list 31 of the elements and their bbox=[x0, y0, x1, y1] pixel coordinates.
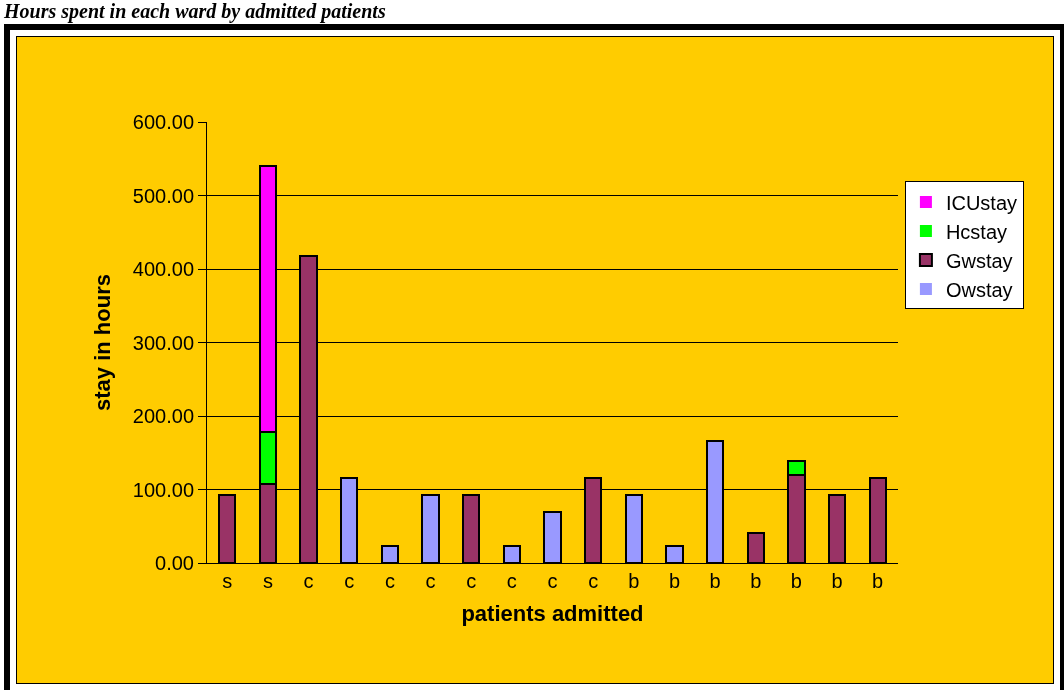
legend-label: Hcstay bbox=[945, 220, 1008, 243]
legend-label: Owstay bbox=[945, 278, 1013, 301]
x-tick-label: b bbox=[790, 570, 802, 592]
y-tick-label: 600.00 bbox=[132, 111, 194, 133]
y-tick-label: 400.00 bbox=[132, 258, 194, 280]
y-tick-label: 100.00 bbox=[132, 478, 194, 501]
x-tick-label: c bbox=[384, 570, 395, 592]
x-axis-title: patients admitted bbox=[461, 600, 644, 626]
x-tick-label: s bbox=[222, 570, 233, 592]
y-axis-title: stay in hours bbox=[89, 274, 115, 411]
x-tick-label: c bbox=[506, 570, 517, 592]
x-tick-label: c bbox=[588, 570, 599, 592]
y-tick-label: 200.00 bbox=[132, 405, 194, 427]
x-tick-label: b bbox=[872, 570, 884, 592]
x-tick-label: c bbox=[547, 570, 558, 592]
chart-title: Hours spent in each ward by admitted patients bbox=[3, 0, 387, 22]
y-tick-label: 0.00 bbox=[155, 552, 194, 574]
legend-label: ICUstay bbox=[945, 191, 1018, 214]
y-tick-label: 300.00 bbox=[132, 331, 194, 354]
x-tick-label: s bbox=[262, 570, 273, 592]
x-tick-label: c bbox=[466, 570, 477, 592]
x-tick-label: c bbox=[344, 570, 355, 592]
x-tick-label: c bbox=[303, 570, 314, 592]
y-tick-label: 500.00 bbox=[132, 184, 194, 207]
x-tick-label: c bbox=[425, 570, 436, 592]
x-tick-label: b bbox=[628, 570, 640, 592]
x-tick-label: b bbox=[709, 570, 721, 592]
legend-label: Gwstay bbox=[945, 249, 1013, 272]
x-tick-label: b bbox=[831, 570, 843, 592]
x-tick-label: b bbox=[668, 570, 680, 592]
x-tick-label: b bbox=[750, 570, 762, 592]
